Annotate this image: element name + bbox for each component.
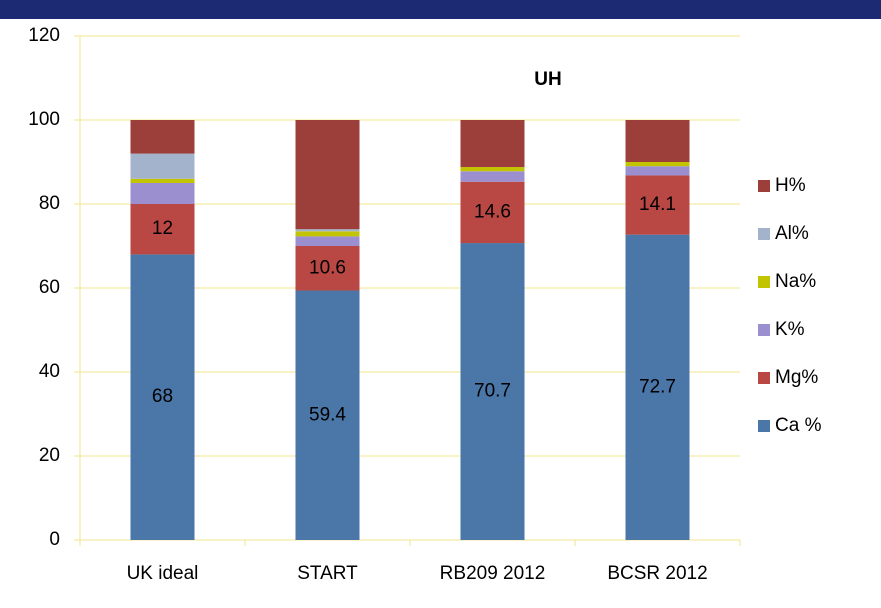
data-label: 12 <box>152 218 173 239</box>
legend-swatch <box>758 180 770 192</box>
data-label: 72.7 <box>639 376 676 397</box>
bar-segment <box>130 254 195 540</box>
bar-segment <box>460 120 525 168</box>
bar-segment <box>625 166 690 176</box>
bar-segment <box>130 183 195 204</box>
y-tick-label: 0 <box>49 529 60 550</box>
x-tick-label: RB209 2012 <box>440 563 546 584</box>
data-label: 14.6 <box>474 201 511 222</box>
bar-segment <box>295 229 360 232</box>
data-label: 68 <box>152 386 173 407</box>
legend-swatch <box>758 372 770 384</box>
bar-segment <box>295 236 360 246</box>
legend-swatch <box>758 276 770 288</box>
bar-segment <box>625 234 690 540</box>
legend-label: H% <box>775 175 806 196</box>
legend-label: Al% <box>775 223 809 244</box>
bar-segment <box>625 175 690 235</box>
header-bar <box>0 0 881 19</box>
chart-title: UH <box>534 69 561 90</box>
y-tick-label: 40 <box>39 361 60 382</box>
bar-segment <box>460 167 525 172</box>
y-tick-label: 20 <box>39 445 60 466</box>
bar-segment <box>460 181 525 244</box>
x-tick-label: BCSR 2012 <box>607 563 707 584</box>
y-tick-label: 60 <box>39 277 60 298</box>
x-tick-label: UK ideal <box>127 563 199 584</box>
y-tick-label: 80 <box>39 193 60 214</box>
legend-label: Ca % <box>775 415 822 436</box>
bar-segment <box>460 171 525 182</box>
bar-segment <box>295 231 360 237</box>
x-tick-label: START <box>297 563 358 584</box>
bar-segment <box>295 246 360 291</box>
data-label: 14.1 <box>639 194 676 215</box>
legend-label: K% <box>775 319 805 340</box>
legend-swatch <box>758 228 770 240</box>
bar-segment <box>625 120 690 162</box>
bar-segment <box>295 290 360 540</box>
data-label: 59.4 <box>309 404 346 425</box>
bar-segment <box>460 243 525 540</box>
legend-label: Mg% <box>775 367 818 388</box>
bar-segment <box>130 120 195 154</box>
bar-segment <box>625 162 690 167</box>
y-tick-label: 120 <box>28 25 60 46</box>
bar-segment <box>295 120 360 230</box>
y-tick-label: 100 <box>28 109 60 130</box>
legend-label: Na% <box>775 271 816 292</box>
data-label: 70.7 <box>474 381 511 402</box>
data-label: 10.6 <box>309 257 346 278</box>
bar-segment <box>130 204 195 255</box>
bar-segment <box>130 178 195 183</box>
legend-swatch <box>758 324 770 336</box>
legend-swatch <box>758 420 770 432</box>
bar-segment <box>130 153 195 179</box>
